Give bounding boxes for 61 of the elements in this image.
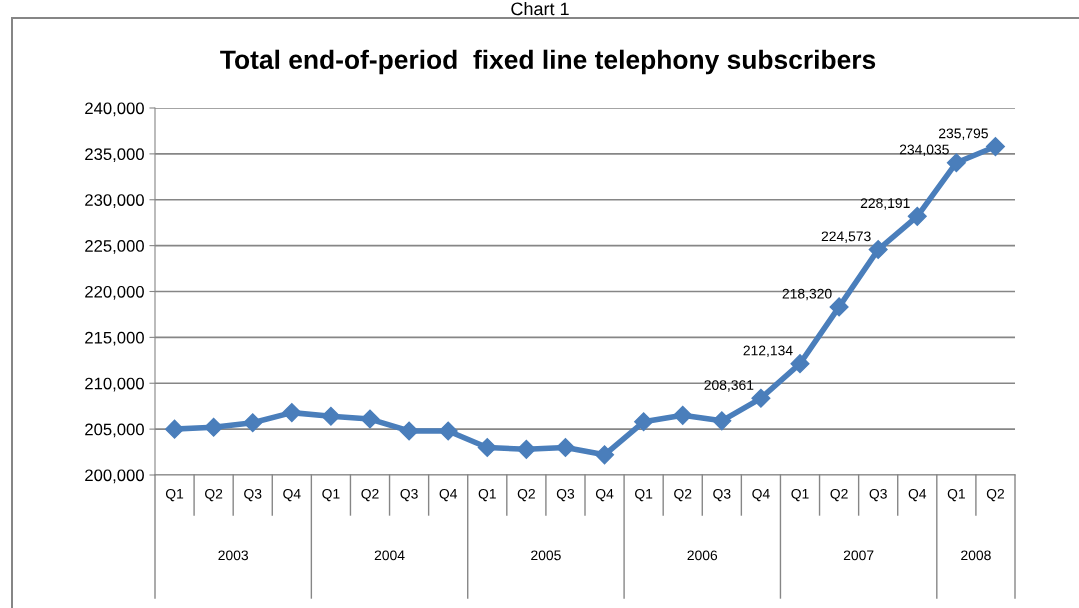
x-tick-label: Q1	[322, 488, 340, 502]
data-label: 234,035	[899, 144, 949, 157]
data-label: 228,191	[860, 198, 910, 210]
x-tick-label: Q1	[635, 488, 653, 502]
data-label: 208,361	[704, 380, 754, 392]
x-tick-label: Q4	[908, 488, 927, 502]
text: 2006	[687, 550, 718, 561]
x-tick-label: Q1	[165, 488, 184, 502]
point	[321, 406, 341, 426]
y-tick-label: 215,000	[85, 331, 144, 346]
x-tick-label: Q4	[439, 488, 458, 502]
point	[595, 445, 615, 465]
point	[282, 403, 302, 423]
text: 2003	[218, 550, 249, 561]
point	[712, 411, 732, 431]
point	[477, 437, 497, 458]
point	[516, 439, 536, 459]
x-tick-label: Q1	[478, 488, 496, 502]
y-tick-label: 240,000	[85, 102, 144, 117]
point	[204, 417, 224, 437]
caption: Chart 1	[511, 2, 569, 16]
y-tick-label: 225,000	[85, 240, 144, 254]
y-tick-label: 230,000	[85, 194, 144, 208]
point	[399, 421, 419, 441]
chart-title: Total end-of-period fixed line telephony subscribers	[220, 49, 876, 75]
point	[555, 437, 575, 458]
y-tick-label: 210,000	[85, 377, 144, 392]
point	[360, 409, 380, 429]
y-tick-label: 200,000	[85, 469, 144, 484]
x-tick-label: Q3	[713, 488, 731, 502]
x-tick-label: Q2	[674, 488, 692, 502]
x-tick-label: Q3	[556, 488, 575, 502]
x-tick-label: Q1	[947, 488, 965, 502]
x-tick-label: Q2	[361, 488, 379, 502]
data-label: 224,573	[821, 231, 871, 243]
data-label: 235,795	[939, 128, 988, 140]
text: 2005	[531, 550, 561, 561]
text: 2007	[843, 550, 874, 561]
point	[165, 419, 185, 439]
x-tick-label: Q4	[752, 488, 770, 502]
y-tick-label: 220,000	[85, 285, 144, 300]
x-tick-label: Q3	[869, 488, 887, 502]
text: 2008	[961, 550, 991, 561]
x-tick-label: Q4	[283, 488, 301, 502]
text: 2004	[374, 550, 405, 561]
x-tick-label: Q2	[205, 488, 223, 502]
x-tick-label: Q3	[244, 488, 262, 502]
x-tick-label: Q3	[400, 488, 418, 502]
data-label: 212,134	[743, 345, 793, 358]
y-tick-label: 205,000	[85, 423, 144, 438]
point	[634, 412, 654, 432]
x-tick-label: Q1	[791, 488, 809, 502]
x-tick-label: Q2	[517, 488, 535, 502]
x-tick-label: Q2	[986, 488, 1005, 502]
y-tick-label: 235,000	[85, 148, 144, 163]
x-tick-label: Q2	[830, 488, 848, 502]
point	[673, 405, 693, 425]
x-tick-label: Q4	[595, 488, 614, 502]
data-label: 218,320	[782, 288, 832, 301]
point	[438, 421, 458, 441]
point	[243, 413, 263, 433]
